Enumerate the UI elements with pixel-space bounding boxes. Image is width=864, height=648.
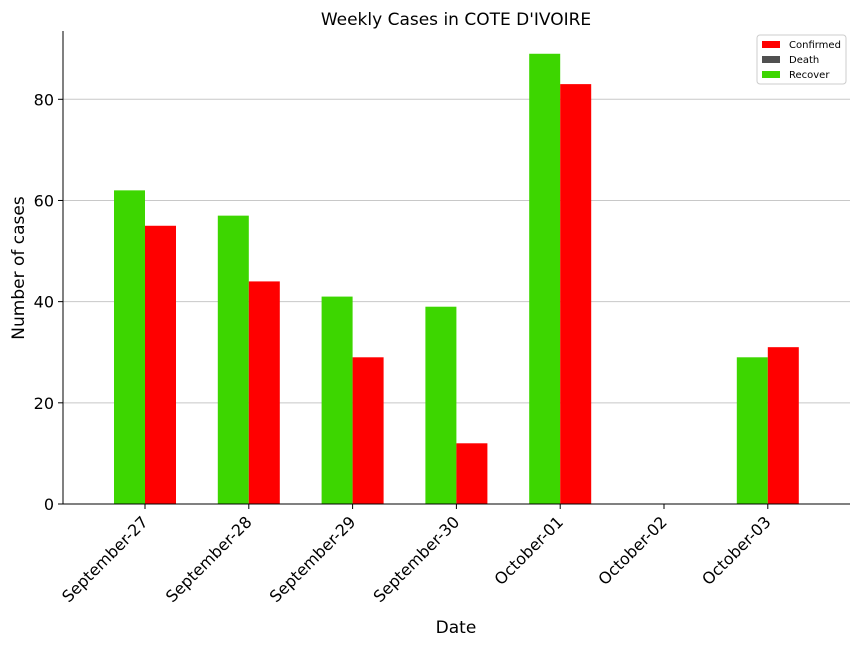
bar-recover <box>425 306 457 504</box>
legend-label: Recover <box>789 70 830 81</box>
x-tick-label: September-29 <box>266 512 360 606</box>
gridlines <box>63 98 850 404</box>
bar-confirmed <box>145 225 176 504</box>
bar-recover <box>529 53 561 504</box>
y-ticks: 0 20 40 60 80 <box>34 90 63 514</box>
x-tick-label: September-28 <box>162 512 256 606</box>
x-tick-label: September-27 <box>58 512 152 606</box>
bar-confirmed <box>352 357 384 504</box>
bar-recover <box>736 357 768 504</box>
bar-confirmed <box>560 84 592 504</box>
x-tick-label: September-30 <box>370 512 464 606</box>
x-tick-label: October-02 <box>594 512 670 588</box>
x-tick-label: October-01 <box>491 512 567 588</box>
axes <box>62 31 850 505</box>
y-tick-label: 60 <box>34 191 54 210</box>
y-tick-label: 80 <box>34 90 54 109</box>
bars <box>114 53 799 504</box>
bar-recover <box>321 296 353 504</box>
y-tick-label: 0 <box>44 495 54 514</box>
bar-confirmed <box>456 443 488 504</box>
legend-swatch <box>762 41 780 48</box>
legend-label: Confirmed <box>789 40 841 51</box>
legend-label: Death <box>789 55 819 66</box>
bar-confirmed <box>248 281 280 504</box>
x-axis-title: Date <box>436 618 477 638</box>
bar-confirmed <box>767 347 799 504</box>
y-axis-title: Number of cases <box>9 196 29 340</box>
bar-recover <box>217 215 249 504</box>
legend: Confirmed Death Recover <box>756 34 847 85</box>
bar-recover <box>114 190 145 504</box>
legend-swatch <box>762 56 780 63</box>
x-tick-label: October-03 <box>698 512 774 588</box>
legend-swatch <box>762 71 780 78</box>
y-tick-label: 40 <box>34 293 54 312</box>
x-ticks: September-27 September-28 September-29 Sept… <box>58 504 775 606</box>
y-tick-label: 20 <box>34 394 54 413</box>
chart-title: Weekly Cases in COTE D'IVOIRE <box>321 10 591 30</box>
